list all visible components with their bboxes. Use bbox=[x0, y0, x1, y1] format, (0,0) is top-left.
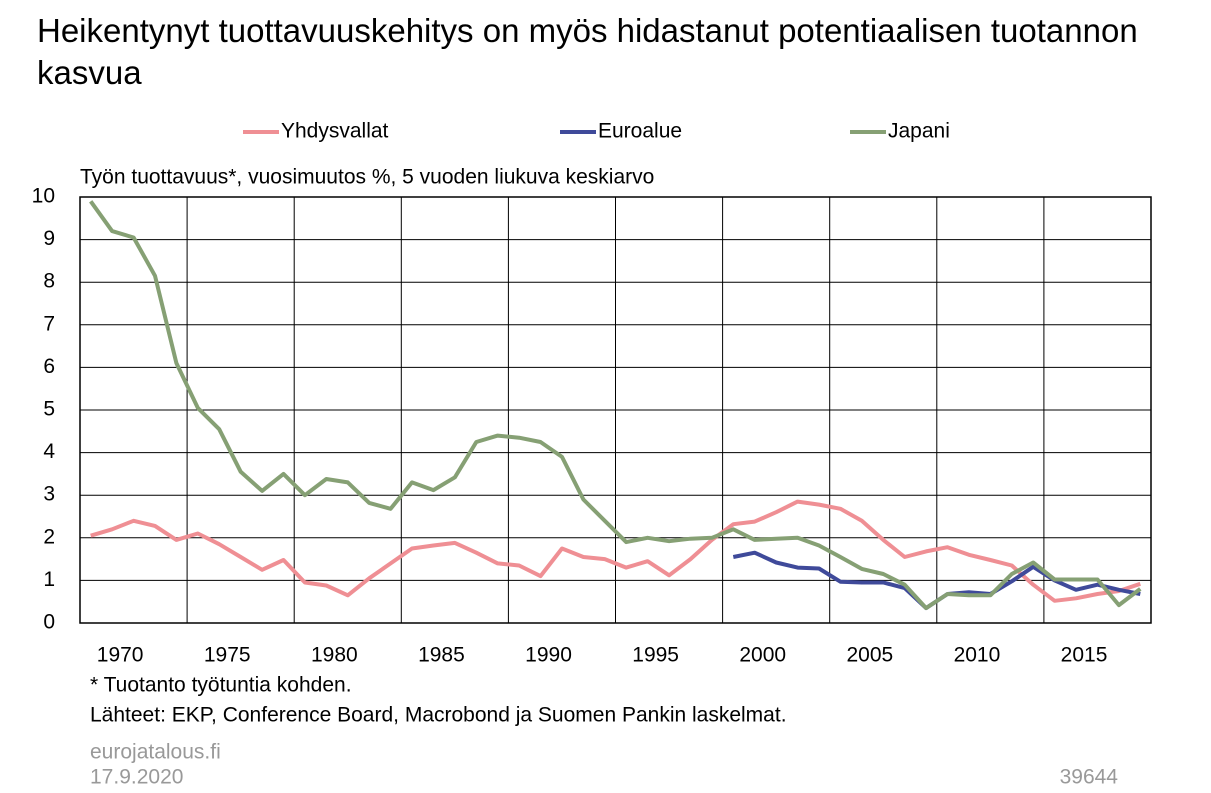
y-tick-label: 1 bbox=[43, 568, 55, 591]
y-tick-label: 10 bbox=[32, 185, 55, 208]
code: 39644 bbox=[1060, 766, 1119, 789]
y-axis-label: Työn tuottavuus*, vuosimuutos %, 5 vuode… bbox=[80, 166, 654, 189]
x-tick-label: 2005 bbox=[846, 644, 893, 667]
x-tick-label: 2010 bbox=[954, 644, 1001, 667]
y-tick-label: 9 bbox=[43, 227, 55, 250]
x-tick-label: 1970 bbox=[97, 644, 144, 667]
legend-label: Euroalue bbox=[598, 120, 682, 143]
site: eurojatalous.fi bbox=[90, 741, 221, 764]
x-tick-label: 2015 bbox=[1061, 644, 1108, 667]
plot-frame bbox=[79, 196, 1152, 624]
footnote: * Tuotanto työtuntia kohden. bbox=[90, 674, 352, 697]
date: 17.9.2020 bbox=[90, 766, 183, 789]
x-tick-label: 1985 bbox=[418, 644, 465, 667]
y-tick-label: 7 bbox=[43, 312, 55, 335]
source: Lähteet: EKP, Conference Board, Macrobon… bbox=[90, 704, 787, 727]
x-tick-label: 1990 bbox=[525, 644, 572, 667]
y-tick-label: 2 bbox=[43, 525, 55, 548]
y-tick-label: 6 bbox=[43, 355, 55, 378]
chart-title: Heikentynyt tuottavuuskehitys on myös hi… bbox=[37, 12, 1138, 91]
series-line bbox=[89, 200, 1142, 611]
legend-label: Japani bbox=[888, 120, 950, 143]
y-tick-label: 8 bbox=[43, 270, 55, 293]
x-tick-label: 1980 bbox=[311, 644, 358, 667]
y-tick-label: 5 bbox=[43, 398, 55, 421]
legend-label: Yhdysvallat bbox=[281, 120, 389, 143]
y-tick-label: 0 bbox=[43, 611, 55, 634]
series-line bbox=[90, 499, 1141, 603]
x-tick-label: 2000 bbox=[739, 644, 786, 667]
x-tick-label: 1975 bbox=[204, 644, 251, 667]
y-tick-label: 3 bbox=[43, 483, 55, 506]
x-tick-label: 1995 bbox=[632, 644, 679, 667]
y-tick-label: 4 bbox=[43, 440, 55, 463]
